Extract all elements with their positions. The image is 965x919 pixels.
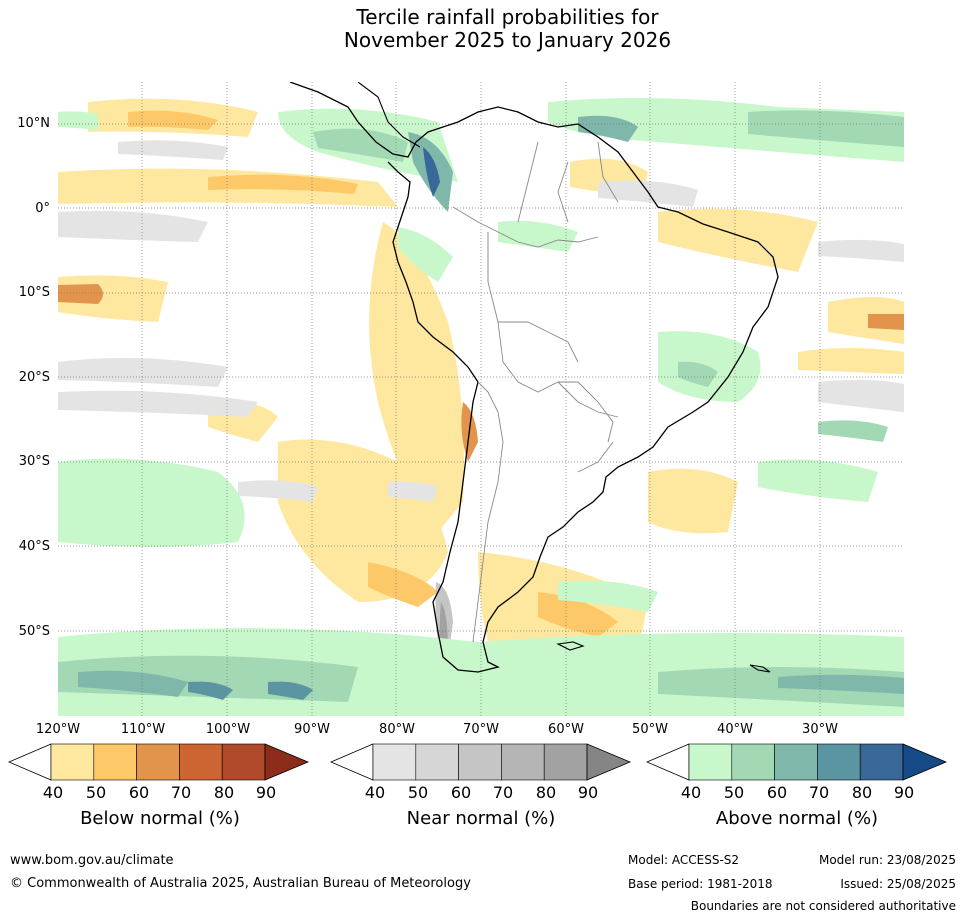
near-normal-areas xyxy=(58,140,904,672)
lon-label-30w: 30°W xyxy=(802,722,838,737)
below-tick: 50 xyxy=(85,783,107,802)
lat-label-50s: 50°S xyxy=(18,624,50,639)
above-colorbar-bin xyxy=(688,743,733,781)
above-colorbar-bin xyxy=(774,743,818,781)
lat-label-30s: 30°S xyxy=(18,454,50,469)
below-normal-legend-title: Below normal (%) xyxy=(80,808,240,829)
below-colorbar-bin xyxy=(179,743,223,781)
near-colorbar-bin xyxy=(543,743,588,781)
below-normal-areas xyxy=(58,98,904,652)
near-colorbar-bin xyxy=(415,743,459,781)
lon-label-60w: 60°W xyxy=(548,722,584,737)
above-colorbar-low-extension xyxy=(646,743,690,781)
above-colorbar-high-extension xyxy=(902,743,948,781)
lon-label-110w: 110°W xyxy=(120,722,166,737)
figure-title-line2: November 2025 to January 2026 xyxy=(343,28,672,52)
above-normal-legend-title: Above normal (%) xyxy=(715,808,879,829)
near-normal-colorbar xyxy=(330,743,632,781)
near-tick: 50 xyxy=(407,783,429,802)
below-colorbar-bin xyxy=(221,743,266,781)
near-normal-legend-title: Near normal (%) xyxy=(406,808,556,829)
model-run-date: Model run: 23/08/2025 xyxy=(818,853,956,867)
below-tick: 70 xyxy=(170,783,192,802)
website-link[interactable]: www.bom.gov.au/climate xyxy=(10,853,174,868)
near-tick: 80 xyxy=(535,783,557,802)
lon-label-50w: 50°W xyxy=(632,722,668,737)
near-tick: 70 xyxy=(492,783,514,802)
lat-label-0: 0° xyxy=(35,201,50,216)
central-america-coastline xyxy=(357,82,421,148)
boundary-disclaimer: Boundaries are not considered authoritat… xyxy=(690,899,956,913)
lat-label-40s: 40°S xyxy=(18,539,50,554)
figure-title-line1: Tercile rainfall probabilities for xyxy=(356,5,659,29)
above-normal-areas xyxy=(58,98,904,716)
country-boundaries xyxy=(452,141,619,643)
lat-label-10n: 10°N xyxy=(17,116,50,131)
above-tick: 50 xyxy=(723,783,745,802)
below-tick: 40 xyxy=(42,783,64,802)
below-colorbar-bin xyxy=(93,743,137,781)
lon-label-70w: 70°W xyxy=(463,722,499,737)
lat-label-10s: 10°S xyxy=(18,285,50,300)
near-colorbar-bin xyxy=(501,743,545,781)
above-tick: 70 xyxy=(808,783,830,802)
south-america-coastline xyxy=(289,82,779,673)
above-tick: 60 xyxy=(766,783,788,802)
probability-map xyxy=(58,82,904,716)
below-tick: 60 xyxy=(128,783,150,802)
above-tick: 90 xyxy=(893,783,915,802)
below-colorbar-bin xyxy=(136,743,180,781)
issued-date: Issued: 25/08/2025 xyxy=(840,877,956,891)
above-tick: 40 xyxy=(680,783,702,802)
above-colorbar-bin xyxy=(731,743,775,781)
above-tick: 80 xyxy=(851,783,873,802)
falkland-islands xyxy=(556,641,585,651)
near-colorbar-bin xyxy=(372,743,417,781)
near-tick: 60 xyxy=(450,783,472,802)
near-colorbar-low-extension xyxy=(330,743,374,781)
above-normal-colorbar xyxy=(646,743,948,781)
below-tick: 90 xyxy=(255,783,277,802)
near-colorbar-bin xyxy=(458,743,502,781)
lon-label-80w: 80°W xyxy=(379,722,415,737)
base-period: Base period: 1981-2018 xyxy=(628,877,773,891)
model-name: Model: ACCESS-S2 xyxy=(628,853,740,867)
lon-label-100w: 100°W xyxy=(205,722,251,737)
below-colorbar-low-extension xyxy=(8,743,52,781)
lon-label-90w: 90°W xyxy=(294,722,330,737)
copyright-notice: © Commonwealth of Australia 2025, Austra… xyxy=(10,876,471,891)
south-georgia xyxy=(749,664,771,673)
lon-label-40w: 40°W xyxy=(717,722,753,737)
near-tick: 90 xyxy=(577,783,599,802)
above-colorbar-bin xyxy=(859,743,904,781)
graticule xyxy=(58,82,904,716)
lon-label-120w: 120°W xyxy=(35,722,81,737)
below-tick: 80 xyxy=(213,783,235,802)
lat-label-20s: 20°S xyxy=(18,370,50,385)
below-colorbar-high-extension xyxy=(264,743,310,781)
near-tick: 40 xyxy=(364,783,386,802)
below-normal-colorbar xyxy=(8,743,310,781)
near-colorbar-high-extension xyxy=(586,743,632,781)
below-colorbar-bin xyxy=(50,743,95,781)
above-colorbar-bin xyxy=(817,743,861,781)
